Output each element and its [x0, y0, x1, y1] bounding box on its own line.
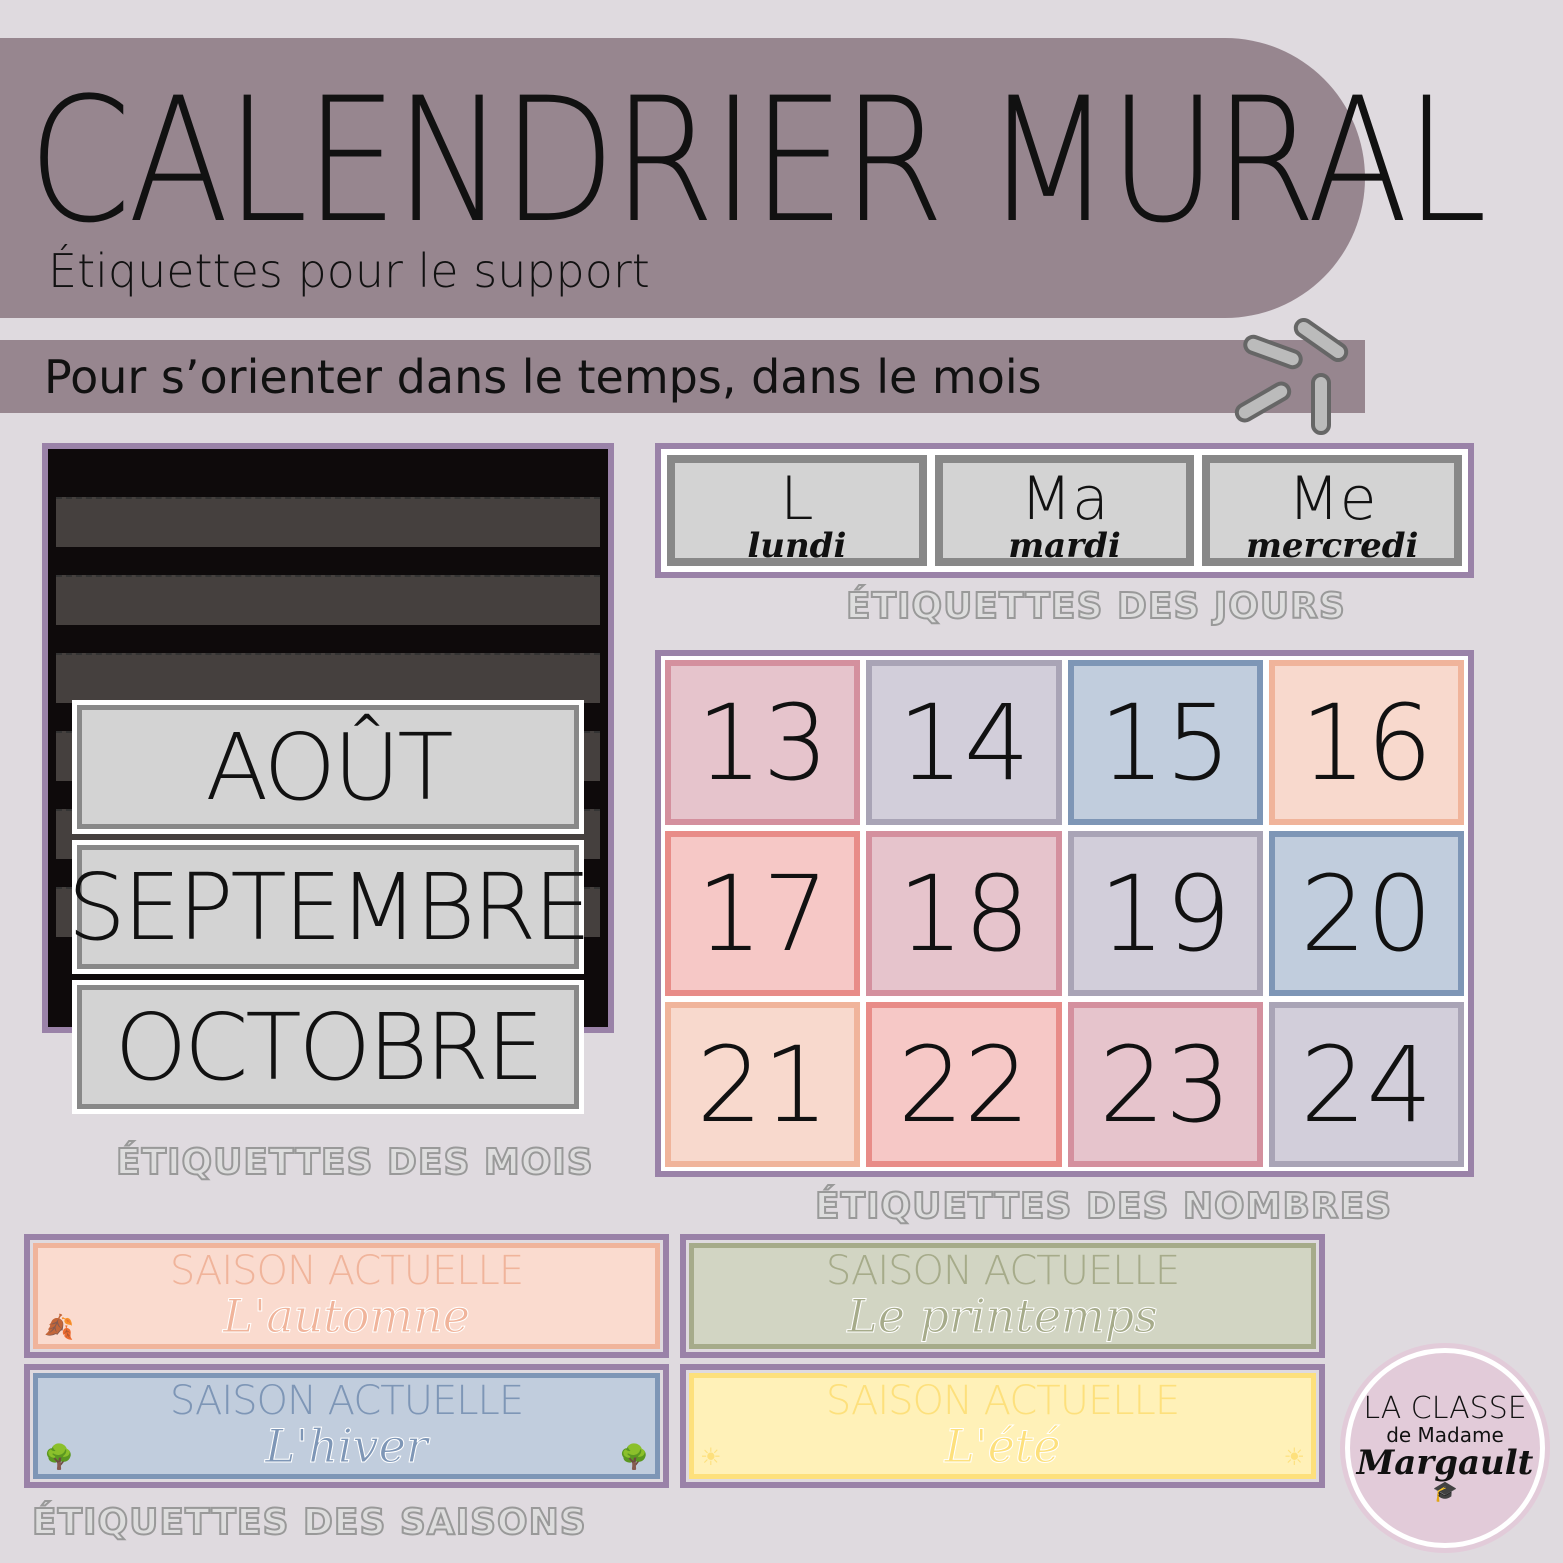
sun-icon: ☀: [1283, 1442, 1305, 1471]
season-heading: SAISON ACTUELLE: [169, 1248, 524, 1294]
season-name: Le printemps: [847, 1289, 1159, 1343]
season-heading: SAISON ACTUELLE: [825, 1248, 1180, 1294]
day-card: Me mercredi: [1202, 455, 1463, 566]
number-card: 19: [1067, 831, 1263, 996]
page-title: CALENDRIER MURAL: [28, 60, 1487, 261]
season-card-winter: SAISON ACTUELLE L'hiver 🌳 🌳: [24, 1364, 669, 1488]
winter-tree-icon: 🌳: [619, 1442, 649, 1471]
season-name: L'automne: [223, 1289, 471, 1343]
number-card: 22: [866, 1002, 1062, 1167]
winter-tree-icon: 🌳: [44, 1442, 74, 1471]
number-card: 20: [1268, 831, 1464, 996]
number-card: 21: [665, 1002, 861, 1167]
sun-icon: ☀: [700, 1442, 722, 1471]
number-card: 15: [1067, 660, 1263, 825]
seasons-label: ÉTIQUETTES DES SAISONS: [31, 1501, 587, 1544]
season-card-summer: SAISON ACTUELLE L'été ☀ ☀: [680, 1364, 1325, 1488]
title-banner: [0, 38, 1365, 318]
brand-logo: LA CLASSE de Madame Margault 🎓: [1345, 1348, 1545, 1548]
month-card: OCTOBRE: [72, 980, 584, 1114]
season-heading: SAISON ACTUELLE: [825, 1378, 1180, 1424]
month-card: AOÛT: [72, 700, 584, 834]
subtitle: Étiquettes pour le support: [48, 244, 650, 298]
days-label: ÉTIQUETTES DES JOURS: [845, 585, 1346, 628]
number-card: 16: [1268, 660, 1464, 825]
day-card: Ma mardi: [934, 455, 1195, 566]
months-label: ÉTIQUETTES DES MOIS: [115, 1141, 594, 1184]
season-card-spring: SAISON ACTUELLE Le printemps: [680, 1234, 1325, 1358]
graduation-cap-icon: 🎓: [1432, 1479, 1458, 1504]
number-card: 23: [1067, 1002, 1263, 1167]
number-card: 13: [665, 660, 861, 825]
tagline-band: [0, 340, 1365, 413]
tagline: Pour s’orienter dans le temps, dans le m…: [44, 350, 1042, 404]
season-name: L'été: [944, 1419, 1061, 1473]
season-name: L'hiver: [265, 1419, 429, 1473]
number-card: 17: [665, 831, 861, 996]
number-cards: 13 14 15 16 17 18 19 20 21 22 23 24: [655, 650, 1474, 1177]
number-card: 24: [1268, 1002, 1464, 1167]
number-card: 18: [866, 831, 1062, 996]
month-card: SEPTEMBRE: [68, 840, 592, 974]
leaves-icon: 🍂: [44, 1312, 74, 1341]
season-heading: SAISON ACTUELLE: [169, 1378, 524, 1424]
number-card: 14: [866, 660, 1062, 825]
numbers-label: ÉTIQUETTES DES NOMBRES: [814, 1185, 1393, 1228]
season-card-autumn: SAISON ACTUELLE L'automne 🍂: [24, 1234, 669, 1358]
